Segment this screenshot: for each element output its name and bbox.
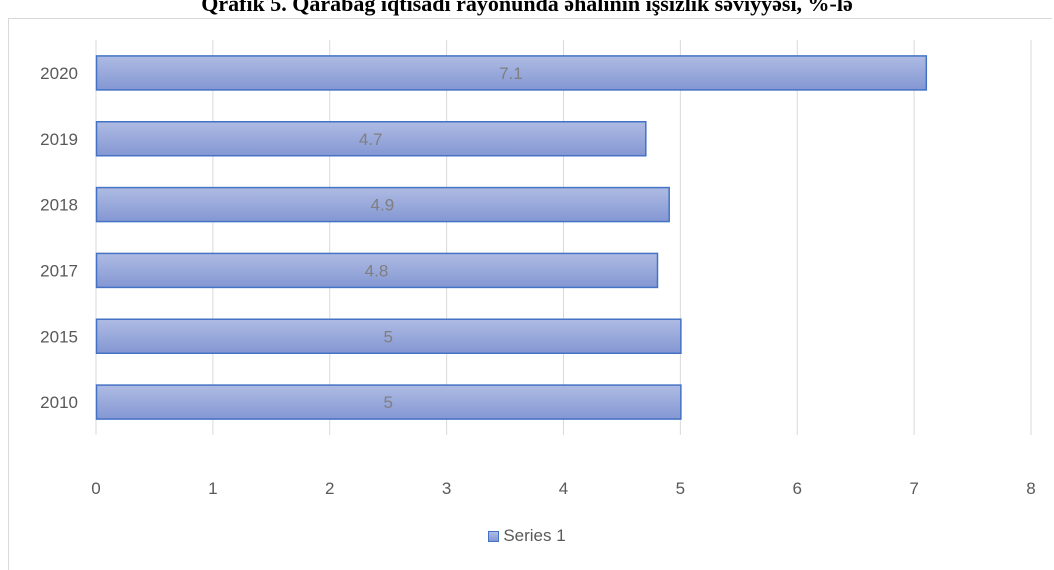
y-tick-label: 2020 bbox=[40, 64, 78, 83]
data-label: 7.1 bbox=[499, 64, 523, 83]
data-label: 4.9 bbox=[371, 196, 395, 215]
chart-title: Qrafik 5. Qarabağ iqtisadi rayonunda əha… bbox=[201, 0, 853, 16]
x-tick-label: 4 bbox=[559, 479, 568, 498]
legend-label: Series 1 bbox=[503, 526, 566, 545]
y-tick-label: 2017 bbox=[40, 261, 78, 280]
data-label: 5 bbox=[383, 393, 392, 412]
x-tick-label: 1 bbox=[208, 479, 217, 498]
data-label: 4.7 bbox=[359, 130, 383, 149]
x-tick-label: 8 bbox=[1026, 479, 1035, 498]
y-tick-label: 2015 bbox=[40, 327, 78, 346]
bar bbox=[95, 384, 682, 420]
legend-swatch-icon bbox=[488, 531, 500, 542]
x-tick-label: 0 bbox=[91, 479, 100, 498]
bar bbox=[95, 121, 647, 157]
bar bbox=[95, 186, 670, 223]
data-label: 5 bbox=[383, 327, 392, 346]
y-tick-label: 2010 bbox=[40, 393, 78, 412]
x-tick-label: 7 bbox=[909, 479, 918, 498]
bar bbox=[95, 318, 682, 354]
x-tick-label: 5 bbox=[676, 479, 685, 498]
data-label: 4.8 bbox=[365, 261, 389, 280]
chart-area bbox=[8, 18, 1052, 570]
bar bbox=[95, 252, 659, 289]
x-tick-label: 2 bbox=[325, 479, 334, 498]
y-tick-label: 2018 bbox=[40, 196, 78, 215]
legend: Series 1 bbox=[0, 526, 1054, 546]
y-tick-label: 2019 bbox=[40, 130, 78, 149]
bar bbox=[95, 55, 928, 91]
x-tick-label: 3 bbox=[442, 479, 451, 498]
x-tick-label: 6 bbox=[793, 479, 802, 498]
